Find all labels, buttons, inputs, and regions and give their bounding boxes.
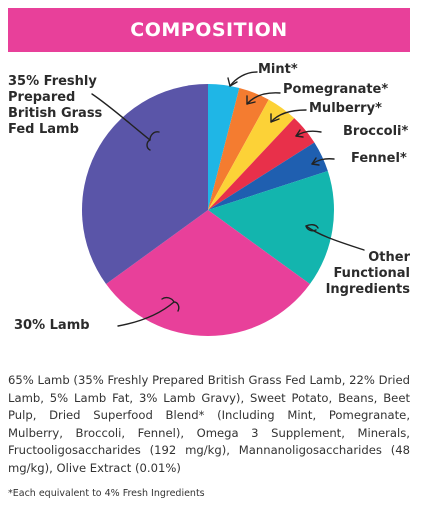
arrow-mint [229,71,258,87]
pie-slice-0 [208,84,240,210]
arrowhead-lamb30 [161,296,180,312]
arrow-fennel [311,158,335,165]
composition-pie-chart [81,71,365,337]
slice-label-broccoli: Broccoli* [343,124,409,139]
arrowhead-other [305,223,319,232]
slice-label-fresh-lamb: 35% Freshly Prepared British Grass Fed L… [8,74,103,137]
pie-slice-5 [208,171,334,285]
arrow-fresh [91,93,151,141]
pie-slice-4 [208,142,328,210]
arrow-other [305,225,365,251]
arrowhead-mulberry [270,113,280,123]
arrow-lamb30 [117,301,175,327]
pie-slice-1 [208,87,269,210]
slice-label-other: Other Functional Ingredients [325,250,410,297]
pie-slice-7 [81,84,208,285]
slice-label-pomegranate: Pomegranate* [283,82,389,97]
arrowhead-mint [227,77,238,87]
footnote: *Each equivalent to 4% Fresh Ingredients [8,488,205,499]
slice-label-fennel: Fennel* [351,151,407,166]
slice-label-mint: Mint* [258,62,298,77]
composition-banner: COMPOSITION [8,8,410,52]
arrowhead-pomegranate [246,95,256,105]
arrow-broccoli [295,130,322,137]
arrow-pomegranate [246,92,281,105]
pie-slice-2 [208,99,295,210]
pie-slice-3 [208,118,315,210]
arrowhead-fennel [311,157,320,166]
arrowhead-fresh [146,131,160,151]
slice-label-mulberry: Mulberry* [309,101,382,116]
composition-text: 65% Lamb (35% Freshly Prepared British G… [8,373,410,475]
pie-slice-6 [106,210,310,337]
arrowhead-broccoli [295,129,304,138]
slice-label-lamb30: 30% Lamb [14,318,90,333]
arrow-mulberry [270,109,307,123]
banner-title: COMPOSITION [130,19,288,41]
